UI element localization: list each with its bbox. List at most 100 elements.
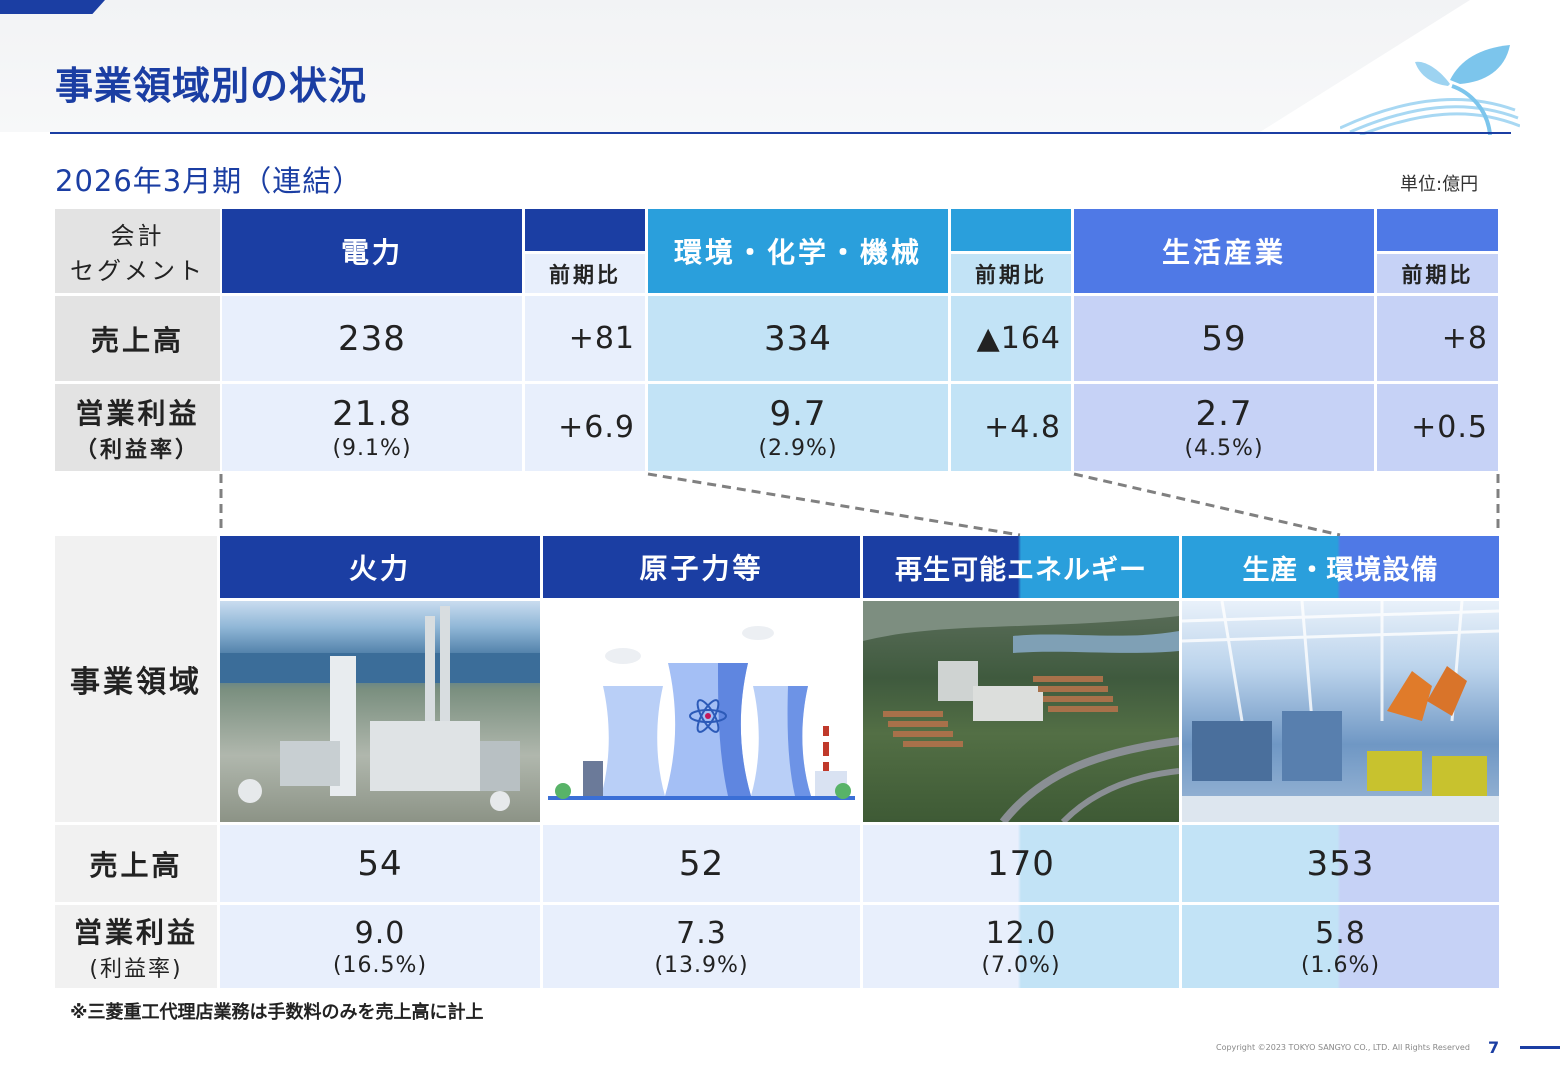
row-label-sales-text: 売上高 — [90, 323, 184, 357]
row-label-profit: 営業利益 （利益率） — [55, 384, 220, 471]
yoy-header-bar — [951, 209, 1071, 251]
copyright: Copyright ©2023 TOKYO SANGYO CO., LTD. A… — [1216, 1043, 1470, 1052]
sales-yoy-value: +8 — [1441, 321, 1488, 356]
domain-sales-renewable: 170 — [863, 825, 1179, 902]
domain-profit-value: 7.3 — [676, 915, 727, 951]
domain-sales-nuclear: 52 — [543, 825, 860, 902]
profit-value: 9.7 — [769, 394, 827, 434]
domain-profit-value: 9.0 — [354, 915, 406, 951]
profit-lifestyle: 2.7 (4.5%) — [1074, 384, 1374, 471]
domain-label: 事業領域 — [70, 665, 202, 700]
domain-header-nuclear: 原子力等 — [543, 536, 860, 598]
domain-label-cell: 事業領域 — [55, 536, 217, 822]
connector-lines — [219, 472, 1500, 537]
domain-sales-value: 353 — [1306, 843, 1375, 884]
renewable-plant-image — [863, 601, 1179, 822]
domain-rate-value: (16.5%) — [332, 952, 428, 978]
profit-power: 21.8 (9.1%) — [222, 384, 522, 471]
domain-name: 火力 — [348, 552, 411, 585]
domain-sales-production: 353 — [1182, 825, 1499, 902]
segment-header-lifestyle: 生活産業 — [1074, 209, 1374, 293]
profit-yoy-lifestyle: +0.5 — [1377, 384, 1498, 471]
profit-value: 2.7 — [1195, 394, 1253, 434]
domain-profit-value: 5.8 — [1315, 915, 1366, 951]
domain-header-production: 生産・環境設備 — [1182, 536, 1499, 598]
profit-yoy-power: +6.9 — [525, 384, 645, 471]
corner-line2: セグメント — [70, 257, 205, 285]
nuclear-illustration — [543, 601, 860, 822]
segment-header-environment: 環境・化学・機械 — [648, 209, 948, 293]
domain-profit-label: 営業利益 — [73, 915, 198, 949]
domain-sales-thermal: 54 — [220, 825, 540, 902]
row-label-profit-rate: （利益率） — [74, 437, 200, 463]
domain-sales-value: 52 — [678, 843, 725, 884]
yoy-label: 前期比 — [549, 262, 621, 287]
domain-profit-renewable: 12.0 (7.0%) — [863, 905, 1179, 988]
yoy-label: 前期比 — [975, 262, 1047, 287]
sales-power: 238 — [222, 296, 522, 381]
segment-corner: 会計 セグメント — [55, 209, 220, 293]
domain-sales-value: 54 — [357, 843, 403, 884]
profit-yoy-value: +0.5 — [1411, 410, 1488, 445]
yoy-label: 前期比 — [1401, 262, 1474, 287]
yoy-header-power: 前期比 — [525, 254, 645, 293]
profit-rate-value: (4.5%) — [1184, 436, 1264, 461]
title-underline — [50, 132, 1511, 134]
domain-profit-production: 5.8 (1.6%) — [1182, 905, 1499, 988]
sales-yoy-environment: ▲164 — [951, 296, 1071, 381]
thermal-plant-image — [220, 601, 540, 822]
yoy-header-bar — [525, 209, 645, 251]
segment-name: 環境・化学・機械 — [673, 236, 922, 269]
profit-yoy-environment: +4.8 — [951, 384, 1071, 471]
factory-image — [1182, 601, 1499, 822]
domain-name: 再生可能エネルギー — [895, 554, 1147, 586]
domain-rate-value: (13.9%) — [654, 952, 749, 978]
domain-header-renewable: 再生可能エネルギー — [863, 536, 1179, 598]
domain-sales-label: 売上高 — [89, 848, 183, 882]
period-subtitle: 2026年3月期（連結） — [55, 164, 363, 198]
footnote: ※三菱重工代理店業務は手数料のみを売上高に計上 — [70, 1002, 484, 1023]
page-title: 事業領域別の状況 — [55, 64, 368, 108]
segment-header-power: 電力 — [222, 209, 522, 293]
segment-name: 生活産業 — [1161, 236, 1286, 269]
leaf-logo-icon — [1340, 45, 1520, 135]
domain-profit-thermal: 9.0 (16.5%) — [220, 905, 540, 988]
header-accent — [0, 0, 105, 14]
sales-lifestyle: 59 — [1074, 296, 1374, 381]
domain-rate-label: (利益率) — [89, 956, 183, 982]
unit-label: 単位:億円 — [1400, 174, 1479, 195]
domain-profit-label-cell: 営業利益 (利益率) — [55, 905, 217, 988]
sales-yoy-lifestyle: +8 — [1377, 296, 1498, 381]
corner-line1: 会計 — [110, 222, 165, 250]
yoy-header-environment: 前期比 — [951, 254, 1071, 293]
profit-value: 21.8 — [332, 394, 412, 434]
domain-rate-value: (7.0%) — [981, 952, 1061, 978]
sales-yoy-value: ▲164 — [976, 321, 1061, 356]
sales-value: 238 — [338, 318, 406, 359]
domain-name: 原子力等 — [639, 552, 764, 585]
domain-header-thermal: 火力 — [220, 536, 540, 598]
page-number: 7 — [1488, 1038, 1500, 1057]
sales-environment: 334 — [648, 296, 948, 381]
segment-name: 電力 — [340, 236, 403, 269]
sales-yoy-value: +81 — [568, 321, 635, 356]
sales-value: 334 — [764, 318, 832, 359]
profit-environment: 9.7 (2.9%) — [648, 384, 948, 471]
domain-name: 生産・環境設備 — [1242, 554, 1439, 586]
profit-yoy-value: +6.9 — [558, 410, 635, 445]
domain-sales-label-cell: 売上高 — [55, 825, 217, 902]
profit-rate-value: (2.9%) — [758, 436, 838, 461]
sales-value: 59 — [1201, 318, 1247, 359]
profit-yoy-value: +4.8 — [984, 410, 1061, 445]
sales-yoy-power: +81 — [525, 296, 645, 381]
profit-rate-value: (9.1%) — [332, 436, 412, 461]
domain-rate-value: (1.6%) — [1300, 952, 1381, 978]
yoy-header-bar — [1377, 209, 1498, 251]
domain-profit-value: 12.0 — [985, 915, 1057, 951]
page-number-rule — [1520, 1046, 1560, 1049]
domain-profit-nuclear: 7.3 (13.9%) — [543, 905, 860, 988]
row-label-profit-text: 営業利益 — [75, 396, 200, 430]
row-label-sales: 売上高 — [55, 296, 220, 381]
yoy-header-lifestyle: 前期比 — [1377, 254, 1498, 293]
domain-sales-value: 170 — [987, 843, 1055, 884]
